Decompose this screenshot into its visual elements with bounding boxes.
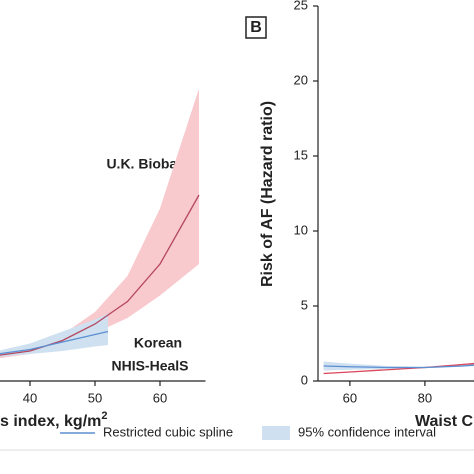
confidence-band (0, 313, 108, 357)
y-axis-label: Risk of AF (Hazard ratio) (259, 101, 276, 287)
y-tick-label: 25 (294, 0, 308, 12)
spline-line (323, 364, 474, 369)
panel-label: B (250, 19, 262, 36)
spline-line (0, 330, 109, 355)
y-tick-label: 15 (294, 147, 308, 162)
legend-text: 95% confidence interval (298, 424, 436, 439)
x-tick-label: 50 (88, 390, 102, 405)
x-axis-label-sup: 2 (101, 410, 107, 422)
x-tick-label: 80 (418, 390, 432, 405)
y-tick-label: 10 (294, 222, 308, 237)
y-tick-label: 0 (301, 372, 308, 387)
annotation: U.K. Biobank (106, 156, 193, 172)
confidence-band (323, 361, 474, 371)
annotation: Korean (134, 335, 182, 351)
panel-box (245, 16, 267, 39)
spline-line (0, 194, 200, 356)
x-axis-label: Waist C (415, 413, 474, 430)
legend-text: Restricted cubic spline (103, 424, 233, 439)
x-axis-label-text: s index, kg/m (0, 413, 101, 430)
annotation: NHIS-HealS (111, 358, 188, 374)
x-tick-label: 60 (153, 390, 167, 405)
confidence-band (0, 88, 199, 359)
plots: 40506060801000510152025 (0, 0, 474, 405)
x-tick-label: 40 (23, 390, 37, 405)
y-tick-label: 5 (301, 297, 308, 312)
x-tick-label: 60 (343, 390, 357, 405)
legend-swatch (262, 426, 290, 440)
x-axis-label: s index, kg/m2 (0, 410, 108, 430)
y-tick-label: 20 (294, 72, 308, 87)
